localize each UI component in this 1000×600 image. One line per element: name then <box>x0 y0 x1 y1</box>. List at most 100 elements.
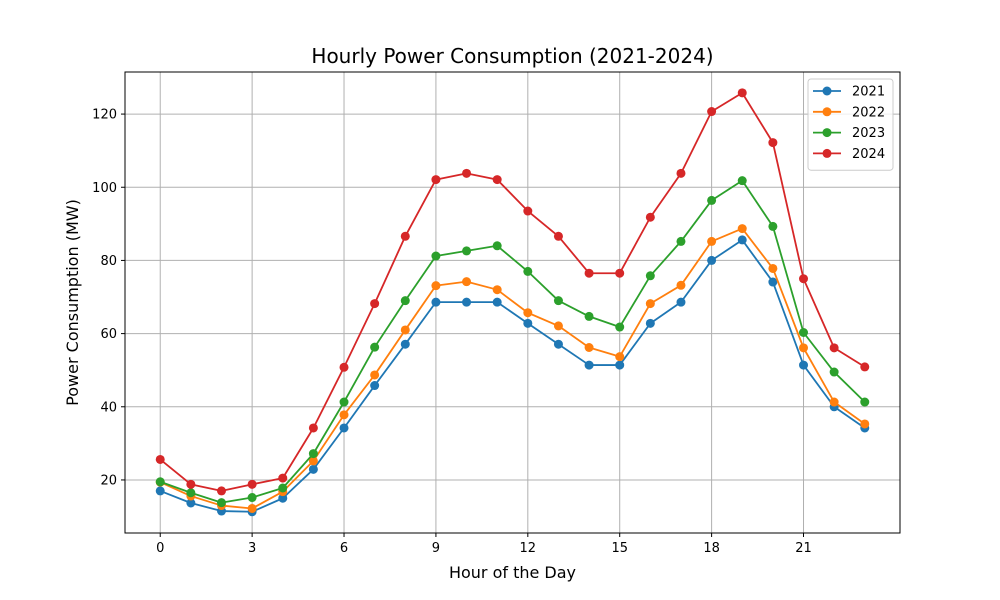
data-point <box>186 488 196 498</box>
legend-label: 2023 <box>852 126 885 141</box>
y-tick-label: 120 <box>92 108 117 123</box>
data-point <box>707 195 717 205</box>
data-point <box>339 410 349 420</box>
x-tick-label: 18 <box>703 541 720 556</box>
data-point <box>553 296 563 306</box>
data-point <box>523 308 533 318</box>
y-axis: 20 40 60 80 100 120 <box>92 108 125 488</box>
data-point <box>370 299 380 309</box>
x-tick-label: 15 <box>611 541 628 556</box>
data-point <box>860 419 870 429</box>
data-point <box>707 107 717 117</box>
series-2022 <box>155 224 870 513</box>
legend-item: 2022 <box>813 105 885 120</box>
data-point <box>615 268 625 278</box>
data-point <box>799 328 809 338</box>
data-point <box>492 175 502 185</box>
data-point <box>400 325 410 335</box>
data-point <box>216 486 226 496</box>
data-point <box>431 281 441 291</box>
chart-title: Hourly Power Consumption (2021-2024) <box>311 44 713 68</box>
data-point <box>523 318 533 328</box>
y-tick-label: 100 <box>92 181 117 196</box>
data-point <box>247 503 257 513</box>
data-point <box>615 322 625 332</box>
data-point <box>247 493 257 503</box>
legend-item: 2024 <box>813 147 885 162</box>
data-point <box>676 168 686 178</box>
x-tick-label: 9 <box>432 541 440 556</box>
data-point <box>860 362 870 372</box>
series-line <box>159 239 866 513</box>
y-tick-label: 40 <box>100 400 117 415</box>
legend-marker <box>822 128 832 138</box>
data-point <box>308 464 318 474</box>
legend-item: 2021 <box>813 85 885 100</box>
data-point <box>615 352 625 362</box>
data-point <box>737 176 747 186</box>
data-point <box>278 483 288 493</box>
data-point <box>737 224 747 234</box>
data-point <box>216 498 226 508</box>
legend-marker <box>822 86 832 96</box>
data-point <box>308 423 318 433</box>
data-point <box>492 297 502 307</box>
plot-frame <box>124 71 901 534</box>
data-point <box>186 498 196 508</box>
legend-label: 2024 <box>852 147 885 162</box>
data-point <box>462 168 472 178</box>
data-point <box>370 370 380 380</box>
data-point <box>737 88 747 98</box>
legend-item: 2023 <box>813 126 885 141</box>
data-point <box>860 397 870 407</box>
data-point <box>676 297 686 307</box>
data-point <box>400 296 410 306</box>
data-point <box>707 255 717 265</box>
data-point <box>615 360 625 370</box>
data-point <box>553 231 563 241</box>
series-lines <box>155 88 870 517</box>
x-tick-label: 0 <box>156 541 164 556</box>
data-point <box>645 271 655 281</box>
series-2021 <box>155 235 870 517</box>
data-point <box>676 236 686 246</box>
data-point <box>155 454 165 464</box>
x-tick-label: 3 <box>248 541 256 556</box>
data-point <box>584 311 594 321</box>
data-point <box>799 274 809 284</box>
data-point <box>645 299 655 309</box>
data-point <box>247 479 257 489</box>
y-axis-label: Power Consumption (MW) <box>63 199 82 406</box>
data-point <box>645 212 655 222</box>
data-point <box>400 339 410 349</box>
data-point <box>768 263 778 273</box>
data-point <box>829 367 839 377</box>
data-point <box>829 397 839 407</box>
data-point <box>492 285 502 295</box>
data-point <box>462 246 472 256</box>
data-point <box>431 297 441 307</box>
x-axis: 0 3 6 9 12 15 18 21 <box>156 533 812 556</box>
series-2023 <box>155 176 870 508</box>
data-point <box>278 473 288 483</box>
data-point <box>584 343 594 353</box>
series-2024 <box>155 88 870 496</box>
data-point <box>553 339 563 349</box>
data-point <box>155 477 165 487</box>
data-point <box>492 241 502 251</box>
grid <box>125 72 900 533</box>
data-point <box>523 266 533 276</box>
series-line <box>159 91 866 492</box>
data-point <box>400 231 410 241</box>
x-axis-label: Hour of the Day <box>449 563 576 582</box>
data-point <box>768 138 778 148</box>
legend-box <box>807 78 894 171</box>
series-line <box>159 179 866 504</box>
x-tick-label: 6 <box>340 541 348 556</box>
data-point <box>308 449 318 459</box>
data-point <box>553 321 563 331</box>
x-tick-label: 12 <box>520 541 537 556</box>
data-point <box>523 206 533 216</box>
legend-label: 2022 <box>852 105 885 120</box>
